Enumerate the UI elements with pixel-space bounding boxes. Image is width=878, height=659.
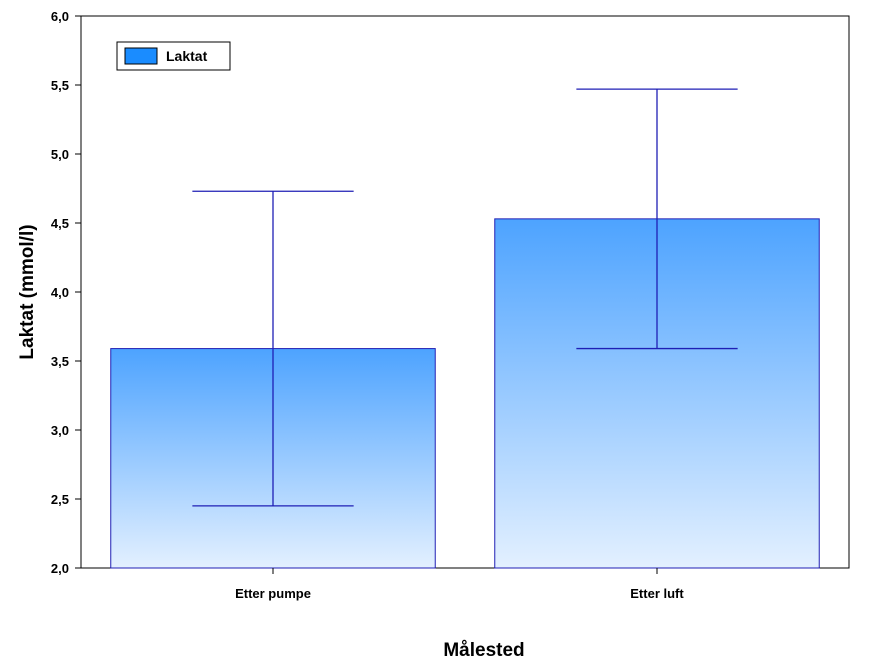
x-axis: Etter pumpe Etter luft bbox=[235, 568, 684, 601]
y-tick-label: 2,0 bbox=[51, 561, 69, 576]
legend-label: Laktat bbox=[166, 48, 208, 64]
legend: Laktat bbox=[116, 41, 231, 71]
y-tick-label: 4,0 bbox=[51, 285, 69, 300]
y-axis-title: Laktat (mmol/l) bbox=[17, 224, 38, 359]
y-tick-label: 6,0 bbox=[51, 9, 69, 24]
y-tick-label: 4,5 bbox=[51, 216, 69, 231]
y-axis: 2,0 2,5 3,0 3,5 4,0 4,5 5,0 5,5 6,0 bbox=[51, 9, 81, 576]
y-tick-label: 5,5 bbox=[51, 78, 69, 93]
error-bars bbox=[192, 88, 738, 507]
x-tick-label: Etter pumpe bbox=[235, 586, 311, 601]
y-tick-label: 3,0 bbox=[51, 423, 69, 438]
x-axis-title: Målested bbox=[443, 640, 524, 659]
x-tick-label: Etter luft bbox=[630, 586, 684, 601]
y-tick-label: 5,0 bbox=[51, 147, 69, 162]
y-tick-label: 3,5 bbox=[51, 354, 69, 369]
y-tick-label: 2,5 bbox=[51, 492, 69, 507]
legend-swatch bbox=[124, 47, 158, 65]
bars bbox=[110, 218, 820, 569]
